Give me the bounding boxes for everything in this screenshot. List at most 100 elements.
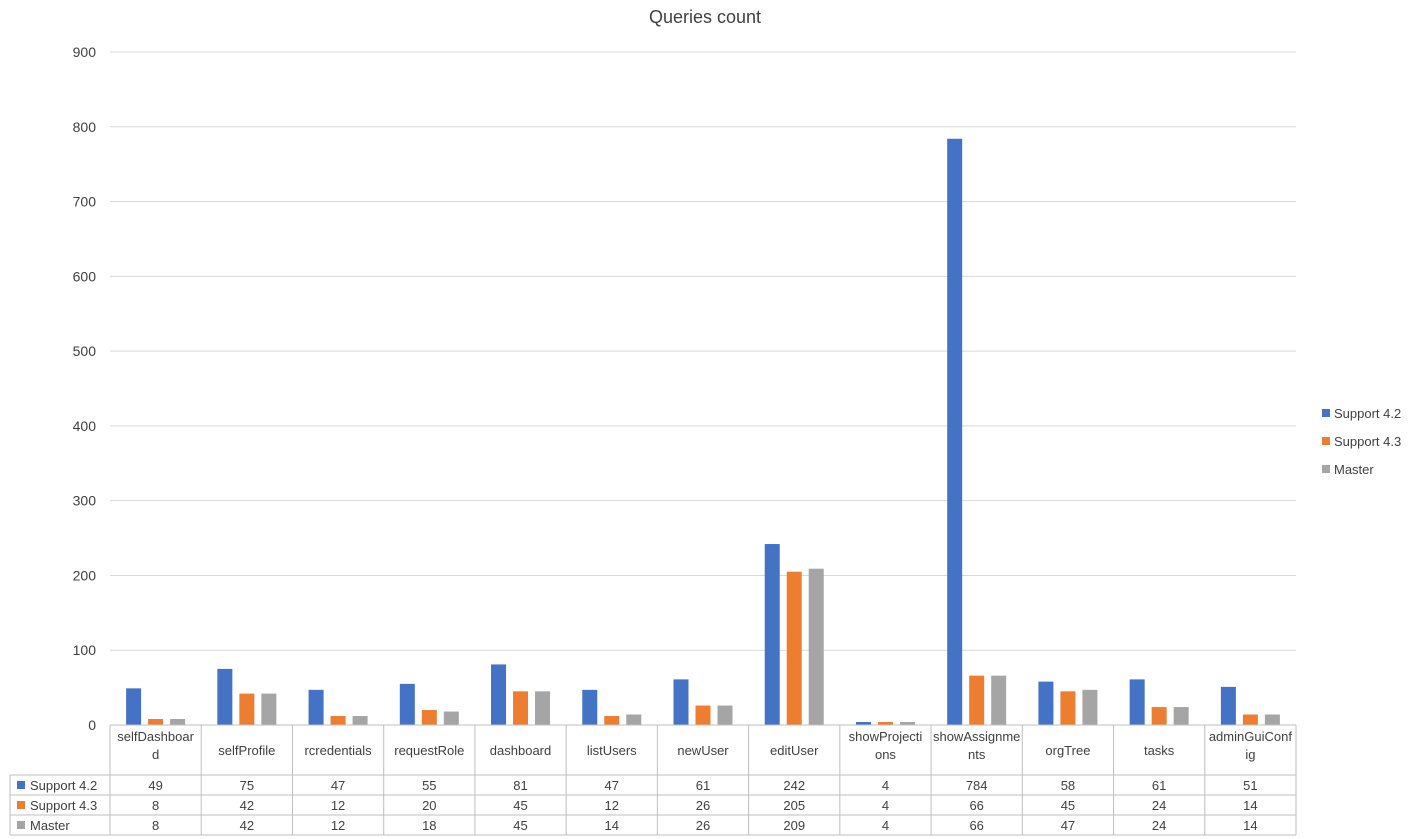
- bar-support-4-2-selfprofile: [217, 669, 232, 725]
- bar-master-dashboard: [535, 691, 550, 725]
- bar-support-4-2-adminguiconfig: [1221, 687, 1236, 725]
- bar-master-adminguiconfig: [1265, 715, 1280, 725]
- data-label-master-orgtree: 47: [1061, 818, 1075, 833]
- y-tick-label: 300: [73, 493, 97, 509]
- data-label-master-selfdashboard: 8: [152, 818, 159, 833]
- data-label-support-4-3-tasks: 24: [1152, 798, 1166, 813]
- data-label-support-4-3-showprojections: 4: [882, 798, 889, 813]
- bar-support-4-3-dashboard: [513, 691, 528, 725]
- legend-label-support-4-2: Support 4.2: [1334, 406, 1401, 421]
- legend-swatch-support-4-3: [1322, 437, 1330, 445]
- data-label-support-4-3-newuser: 26: [696, 798, 710, 813]
- bar-support-4-2-tasks: [1130, 679, 1145, 725]
- category-label-requestrole: requestRole: [394, 743, 464, 758]
- bar-support-4-2-newuser: [674, 679, 689, 725]
- category-label-selfprofile: selfProfile: [218, 743, 275, 758]
- category-label-tasks: tasks: [1144, 743, 1175, 758]
- data-label-support-4-3-requestrole: 20: [422, 798, 436, 813]
- bar-master-orgtree: [1082, 690, 1097, 725]
- bar-support-4-3-selfdashboard: [148, 719, 163, 725]
- data-label-support-4-2-showprojections: 4: [882, 778, 889, 793]
- y-tick-label: 100: [73, 642, 97, 658]
- data-label-support-4-3-orgtree: 45: [1061, 798, 1075, 813]
- y-tick-label: 600: [73, 268, 97, 284]
- data-label-support-4-2-rcredentials: 47: [331, 778, 345, 793]
- bar-master-rcredentials: [353, 716, 368, 725]
- data-label-master-selfprofile: 42: [240, 818, 254, 833]
- data-label-support-4-2-listusers: 47: [605, 778, 619, 793]
- bar-support-4-3-listusers: [604, 716, 619, 725]
- bar-master-tasks: [1174, 707, 1189, 725]
- data-label-support-4-2-selfdashboard: 49: [148, 778, 162, 793]
- bar-master-listusers: [626, 715, 641, 725]
- legend-swatch-support-4-2: [1322, 409, 1330, 417]
- table-swatch-master: [17, 821, 25, 829]
- y-tick-label: 0: [88, 717, 96, 733]
- bar-master-selfdashboard: [170, 719, 185, 725]
- y-tick-label: 400: [73, 418, 97, 434]
- table-swatch-support-4-3: [17, 801, 25, 809]
- data-label-master-requestrole: 18: [422, 818, 436, 833]
- bar-master-showassignments: [991, 676, 1006, 725]
- category-label-listusers: listUsers: [587, 743, 637, 758]
- data-label-support-4-3-showassignments: 66: [969, 798, 983, 813]
- category-label-newuser: newUser: [677, 743, 729, 758]
- data-label-support-4-3-rcredentials: 12: [331, 798, 345, 813]
- data-label-support-4-2-tasks: 61: [1152, 778, 1166, 793]
- data-label-support-4-2-requestrole: 55: [422, 778, 436, 793]
- data-label-master-tasks: 24: [1152, 818, 1166, 833]
- data-label-support-4-2-showassignments: 784: [966, 778, 988, 793]
- chart-title: Queries count: [649, 7, 761, 27]
- table-series-label-master: Master: [30, 818, 70, 833]
- data-label-master-listusers: 14: [605, 818, 619, 833]
- data-label-support-4-2-adminguiconfig: 51: [1243, 778, 1257, 793]
- data-label-support-4-2-selfprofile: 75: [240, 778, 254, 793]
- category-label-adminguiconfig: adminGuiConf ig: [1209, 729, 1292, 762]
- table-swatch-support-4-2: [17, 781, 25, 789]
- data-label-master-showassignments: 66: [969, 818, 983, 833]
- category-label-dashboard: dashboard: [490, 743, 551, 758]
- bar-support-4-3-tasks: [1152, 707, 1167, 725]
- bar-support-4-2-selfdashboard: [126, 688, 141, 725]
- bar-support-4-3-selfprofile: [239, 694, 254, 725]
- data-label-support-4-3-edituser: 205: [783, 798, 805, 813]
- bar-master-requestrole: [444, 712, 459, 725]
- category-label-edituser: editUser: [770, 743, 819, 758]
- bar-support-4-2-listusers: [582, 690, 597, 725]
- bar-support-4-3-edituser: [787, 572, 802, 725]
- legend-label-support-4-3: Support 4.3: [1334, 434, 1401, 449]
- bar-support-4-2-orgtree: [1038, 682, 1053, 725]
- bar-support-4-3-orgtree: [1060, 691, 1075, 725]
- y-tick-label: 500: [73, 343, 97, 359]
- category-label-rcredentials: rcredentials: [304, 743, 372, 758]
- bar-support-4-2-requestrole: [400, 684, 415, 725]
- category-label-selfdashboard: selfDashboar d: [117, 729, 194, 762]
- bar-master-selfprofile: [261, 694, 276, 725]
- data-label-master-dashboard: 45: [513, 818, 527, 833]
- bar-support-4-3-newuser: [696, 706, 711, 725]
- bar-master-edituser: [809, 569, 824, 725]
- legend-swatch-master: [1322, 465, 1330, 473]
- data-label-support-4-3-selfprofile: 42: [240, 798, 254, 813]
- table-series-label-support-4-2: Support 4.2: [30, 778, 97, 793]
- data-label-support-4-3-listusers: 12: [605, 798, 619, 813]
- bar-support-4-3-adminguiconfig: [1243, 715, 1258, 725]
- data-label-master-newuser: 26: [696, 818, 710, 833]
- y-tick-label: 800: [73, 119, 97, 135]
- y-tick-label: 200: [73, 567, 97, 583]
- y-tick-label: 900: [73, 44, 97, 60]
- category-label-orgtree: orgTree: [1045, 743, 1090, 758]
- data-label-support-4-2-orgtree: 58: [1061, 778, 1075, 793]
- category-label-showassignments: showAssignme nts: [933, 729, 1020, 762]
- bar-master-newuser: [718, 706, 733, 725]
- legend-label-master: Master: [1334, 462, 1374, 477]
- table-series-label-support-4-3: Support 4.3: [30, 798, 97, 813]
- bar-support-4-3-rcredentials: [331, 716, 346, 725]
- data-label-master-showprojections: 4: [882, 818, 889, 833]
- data-label-support-4-2-edituser: 242: [783, 778, 805, 793]
- bar-support-4-2-edituser: [765, 544, 780, 725]
- data-label-support-4-3-selfdashboard: 8: [152, 798, 159, 813]
- data-label-support-4-3-dashboard: 45: [513, 798, 527, 813]
